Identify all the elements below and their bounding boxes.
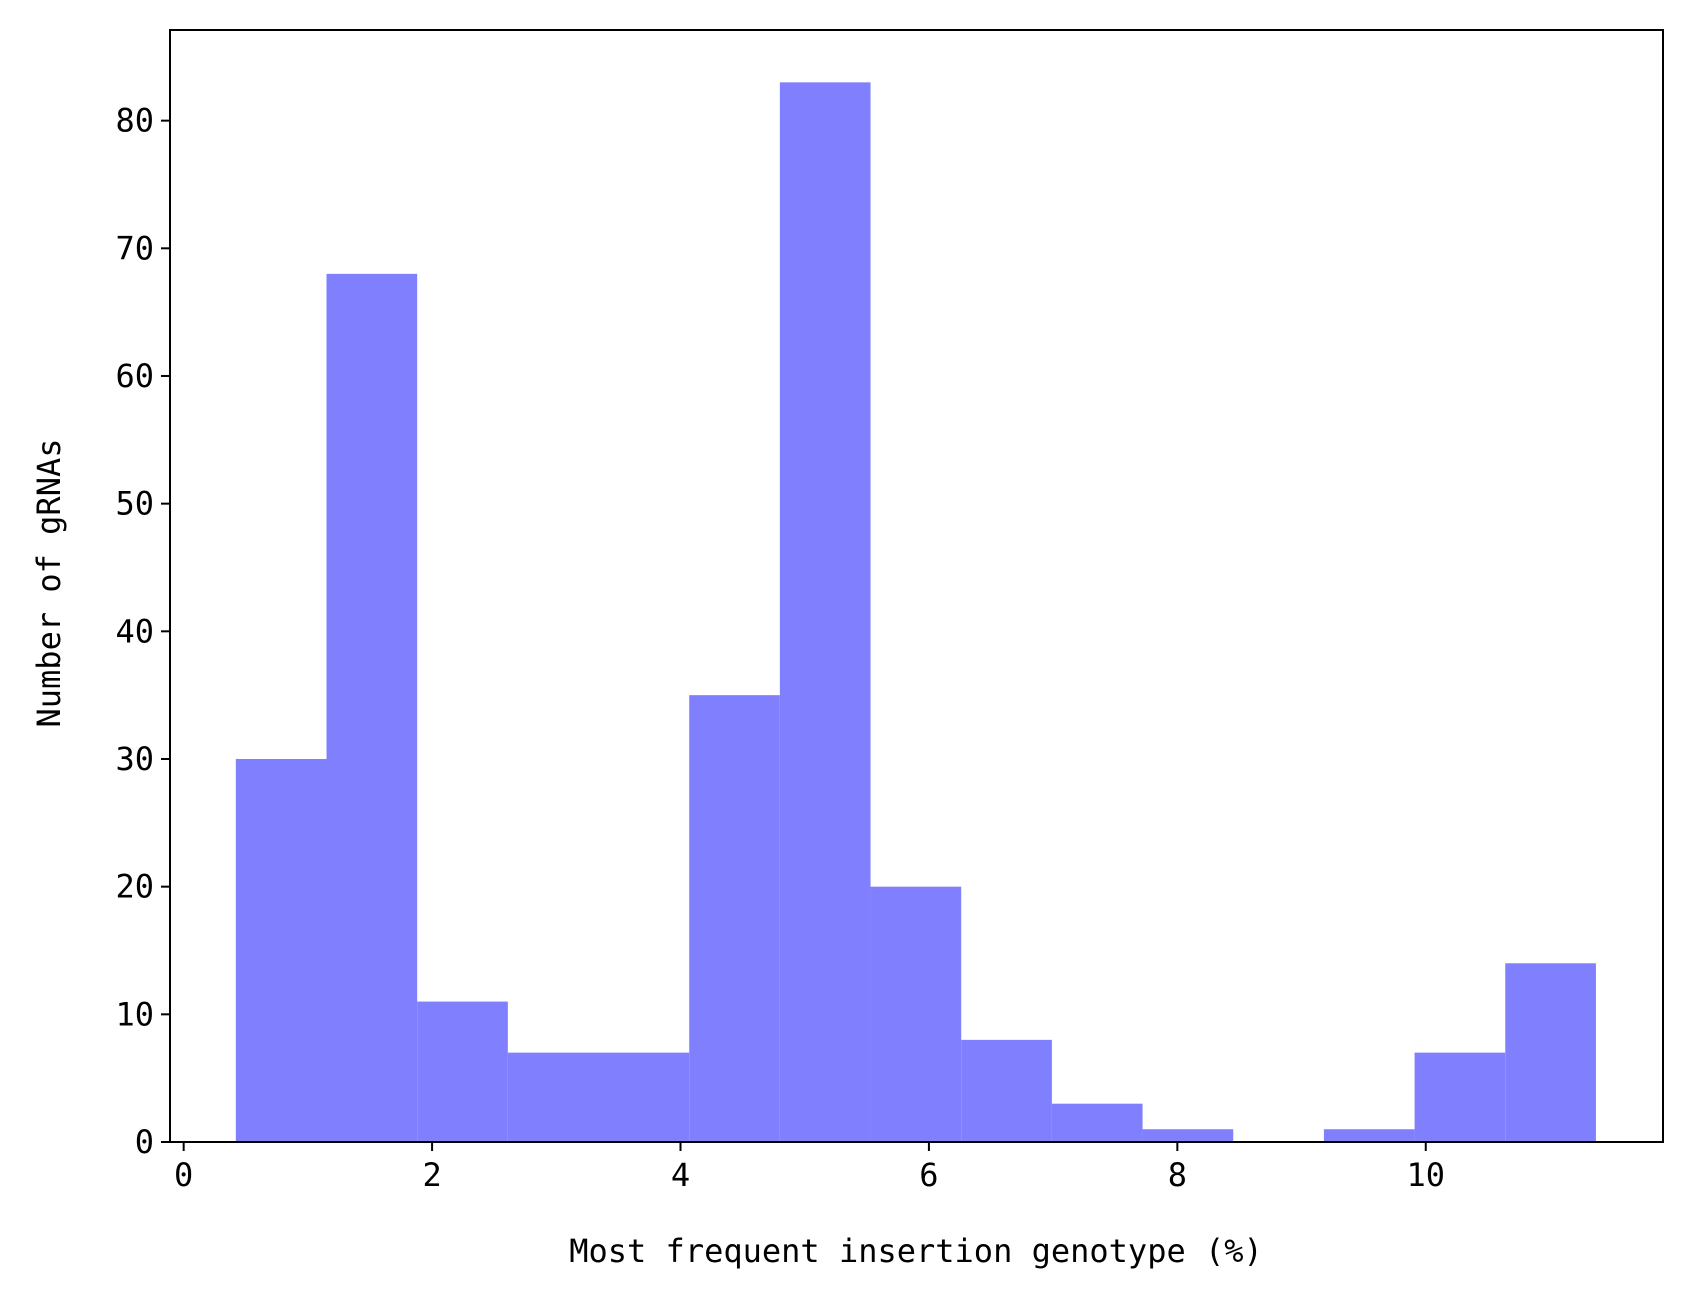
bar xyxy=(326,273,418,1142)
plot-frame xyxy=(169,29,1664,1143)
y-tick-label: 20 xyxy=(115,868,154,906)
bar xyxy=(870,886,962,1142)
bar xyxy=(417,1001,508,1142)
x-tick-label: 2 xyxy=(422,1156,441,1194)
bar xyxy=(1323,1129,1415,1142)
y-axis-label: Number of gRNAs xyxy=(30,439,68,728)
bar xyxy=(961,1039,1052,1142)
bar xyxy=(1051,1103,1143,1142)
x-tick-label: 0 xyxy=(174,1156,193,1194)
bar xyxy=(507,1052,599,1142)
x-tick-label: 10 xyxy=(1406,1156,1445,1194)
bar xyxy=(235,758,327,1142)
x-tick-label: 8 xyxy=(1168,1156,1187,1194)
y-tick-label: 30 xyxy=(115,740,154,778)
bar xyxy=(689,695,780,1142)
x-tick-label: 6 xyxy=(919,1156,938,1194)
x-tick-label: 4 xyxy=(671,1156,690,1194)
y-tick-label: 0 xyxy=(135,1123,154,1161)
y-tick-label: 10 xyxy=(115,995,154,1033)
bar xyxy=(1142,1129,1234,1142)
y-tick-label: 50 xyxy=(115,485,154,523)
y-tick-label: 40 xyxy=(115,612,154,650)
y-tick-label: 70 xyxy=(115,229,154,267)
y-tick-label: 60 xyxy=(115,357,154,395)
bar xyxy=(779,82,871,1142)
bar xyxy=(1505,963,1596,1142)
bar xyxy=(598,1052,690,1142)
y-tick-label: 80 xyxy=(115,102,154,140)
bar xyxy=(1414,1052,1506,1142)
x-axis-label: Most frequent insertion genotype (%) xyxy=(569,1232,1263,1270)
